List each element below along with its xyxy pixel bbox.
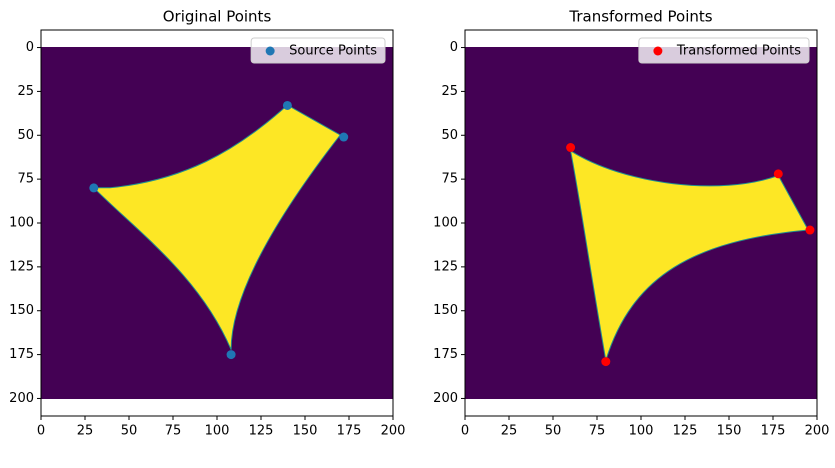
point (601, 357, 611, 367)
y-tick-label: 100 (433, 216, 458, 231)
y-tick-label: 50 (441, 128, 458, 143)
warped-shape (92, 104, 341, 350)
x-tick-label: 0 (37, 424, 45, 439)
legend-marker (265, 46, 275, 56)
y-tick-label: 50 (17, 128, 34, 143)
legend-box (250, 37, 386, 64)
point (773, 169, 783, 179)
legend-marker (653, 46, 663, 56)
legend-box (638, 37, 810, 64)
x-tick-label: 25 (501, 424, 518, 439)
x-tick-label: 200 (381, 424, 406, 439)
point (282, 100, 292, 110)
x-tick-label: 25 (77, 424, 94, 439)
legend-label: Source Points (289, 44, 377, 59)
x-tick-label: 50 (121, 424, 138, 439)
point (566, 143, 576, 153)
y-tick-label: 100 (9, 216, 34, 231)
y-tick-label: 125 (433, 259, 458, 274)
point (89, 183, 99, 193)
y-tick-label: 25 (441, 84, 458, 99)
y-tick-label: 75 (441, 172, 458, 187)
chart-title: Transformed Points (568, 8, 712, 26)
legend-label: Transformed Points (676, 44, 801, 59)
x-tick-label: 100 (629, 424, 654, 439)
y-tick-label: 175 (433, 347, 458, 362)
x-tick-label: 175 (761, 424, 786, 439)
x-tick-label: 150 (293, 424, 318, 439)
warped-shape (569, 149, 810, 361)
y-tick-label: 25 (17, 84, 34, 99)
x-tick-label: 75 (165, 424, 182, 439)
y-tick-label: 150 (433, 303, 458, 318)
x-tick-label: 50 (545, 424, 562, 439)
point (226, 350, 236, 360)
x-tick-label: 125 (249, 424, 274, 439)
x-tick-label: 100 (205, 424, 230, 439)
point (339, 132, 349, 142)
y-tick-label: 200 (433, 391, 458, 406)
y-tick-label: 0 (450, 40, 458, 55)
x-tick-label: 150 (717, 424, 742, 439)
image-left (41, 47, 393, 399)
y-tick-label: 175 (9, 347, 34, 362)
y-tick-label: 150 (9, 303, 34, 318)
x-tick-label: 0 (461, 424, 469, 439)
y-tick-label: 200 (9, 391, 34, 406)
chart-title: Original Points (163, 8, 272, 26)
image-right (465, 47, 817, 399)
x-tick-label: 175 (337, 424, 362, 439)
legend: Source Points (250, 37, 386, 64)
y-tick-label: 0 (26, 40, 34, 55)
y-tick-label: 75 (17, 172, 34, 187)
legend: Transformed Points (638, 37, 810, 64)
y-tick-label: 125 (9, 259, 34, 274)
point (805, 225, 815, 235)
x-tick-label: 125 (673, 424, 698, 439)
x-tick-label: 75 (589, 424, 606, 439)
x-tick-label: 200 (805, 424, 830, 439)
